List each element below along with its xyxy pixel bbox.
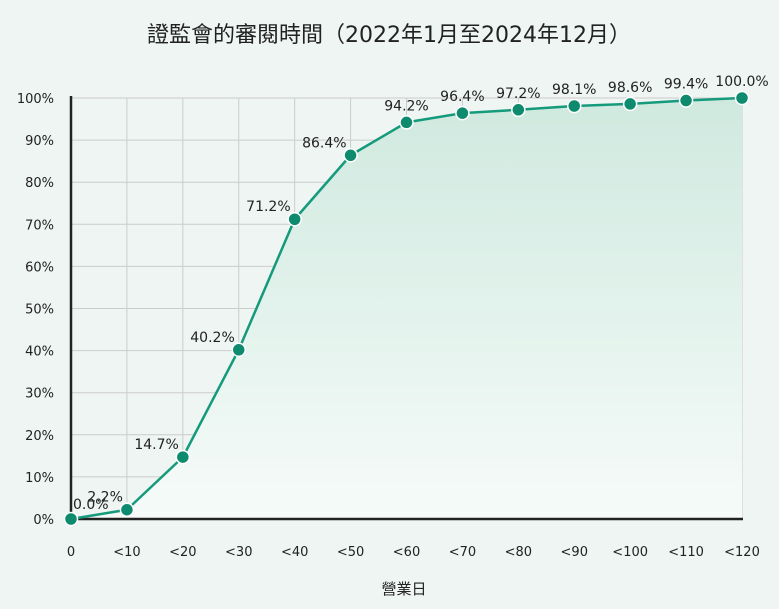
- x-tick-label: 0: [67, 545, 75, 560]
- data-point: [678, 93, 694, 108]
- data-label: 98.6%: [608, 80, 652, 96]
- data-points: [63, 90, 750, 527]
- data-label: 100.0%: [715, 74, 768, 90]
- y-tick-label: 50%: [25, 303, 54, 318]
- data-label: 0.0%: [73, 497, 109, 513]
- axes: [69, 96, 743, 521]
- data-label: 94.2%: [384, 98, 428, 114]
- data-label: 71.2%: [246, 199, 290, 215]
- data-label: 40.2%: [190, 330, 234, 346]
- data-point: [455, 105, 470, 121]
- x-tick-label: <60: [393, 545, 420, 560]
- y-tick-label: 10%: [25, 471, 54, 486]
- y-tick-label: 90%: [25, 134, 54, 149]
- data-point: [231, 342, 246, 358]
- y-tick-label: 80%: [25, 176, 54, 191]
- data-labels: 0.0%2.2% 14.7% 40.2% 71.2% 86.4% 94.2% 96.4% 97…: [73, 74, 769, 513]
- data-point: [175, 449, 191, 465]
- chart-title: 證監會的審閱時間（2022年1月至2024年12月）: [147, 23, 631, 48]
- data-label: 2.2%: [87, 490, 123, 506]
- data-point: [622, 96, 638, 112]
- data-point: [63, 511, 79, 527]
- x-tick-label: <120: [724, 545, 760, 560]
- data-point: [734, 90, 750, 106]
- data-point: [287, 211, 302, 227]
- x-tick-label: <20: [169, 545, 196, 560]
- x-tick-label: <100: [612, 545, 648, 560]
- data-label: 86.4%: [302, 135, 346, 151]
- area-path: [71, 98, 742, 519]
- y-tick-label: 20%: [25, 429, 54, 444]
- data-label: 99.4%: [664, 77, 708, 93]
- y-tick-label: 40%: [25, 345, 54, 360]
- data-point: [119, 502, 135, 517]
- data-label: 97.2%: [496, 86, 540, 102]
- x-tick-labels: 0 <10 <20 <30 <40 <50 <60 <70 <80 <90 <100 <110 <120: [67, 545, 760, 560]
- x-tick-label: <90: [561, 545, 588, 560]
- y-tick-label: 30%: [25, 387, 54, 402]
- y-tick-labels: 0% 10% 20% 30% 40% 50% 60% 70% 80% 90% 100%: [17, 92, 54, 528]
- x-tick-label: <40: [281, 545, 308, 560]
- x-tick-label: <70: [449, 545, 476, 560]
- x-tick-label: <80: [505, 545, 532, 560]
- y-tick-label: 60%: [25, 260, 54, 275]
- y-tick-label: 100%: [17, 92, 54, 107]
- x-tick-label: <10: [113, 545, 140, 560]
- data-point: [567, 98, 582, 114]
- x-tick-label: <30: [225, 545, 252, 560]
- x-tick-label: <50: [337, 545, 364, 560]
- data-point: [511, 102, 526, 118]
- y-tick-label: 0%: [33, 513, 54, 528]
- data-label: 98.1%: [552, 82, 596, 98]
- y-tick-label: 70%: [25, 218, 54, 233]
- data-point: [399, 115, 414, 130]
- area-fill: [71, 98, 742, 519]
- x-tick-label: <110: [668, 545, 704, 560]
- data-label: 14.7%: [134, 437, 178, 453]
- data-label: 96.4%: [440, 89, 484, 105]
- data-point: [343, 148, 358, 163]
- x-axis-label: 營業日: [381, 580, 426, 598]
